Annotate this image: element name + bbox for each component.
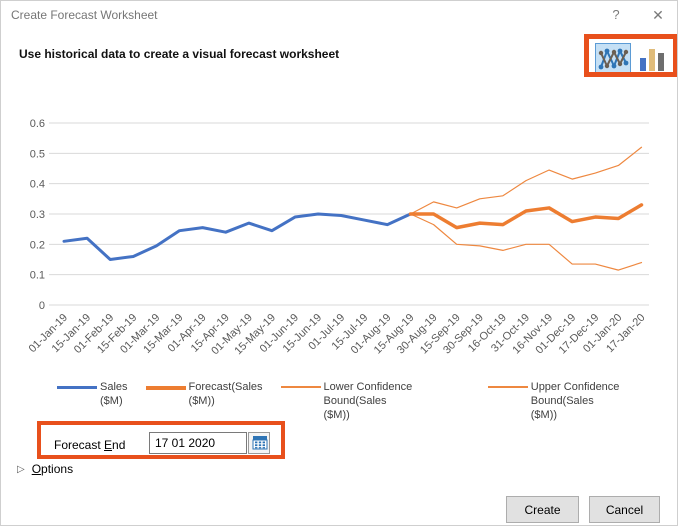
legend-swatch xyxy=(145,386,186,390)
bar-chart-icon xyxy=(639,49,664,71)
y-axis-tick-label: 0.5 xyxy=(30,148,45,160)
y-axis-tick-label: 0.2 xyxy=(30,239,45,251)
legend-item: Sales ($M) xyxy=(57,380,128,422)
legend-label: Sales ($M) xyxy=(100,381,128,407)
line-chart-icon xyxy=(598,48,628,70)
y-axis-tick-label: 0.6 xyxy=(30,118,45,130)
y-axis-tick-label: 0.4 xyxy=(30,179,45,191)
legend-item: Lower Confidence Bound(Sales ($M)) xyxy=(280,380,470,422)
legend-label: Lower Confidence Bound(Sales ($M)) xyxy=(323,381,413,421)
close-button[interactable]: ✕ xyxy=(643,3,673,27)
y-axis-tick-label: 0.3 xyxy=(30,209,45,221)
forecast-end-input[interactable] xyxy=(149,432,247,454)
series-line-forecast-sales-m xyxy=(408,203,644,230)
line-chart-type-button[interactable] xyxy=(595,43,631,75)
window-title: Create Forecast Worksheet xyxy=(11,8,158,22)
legend-item: Forecast(Sales ($M)) xyxy=(145,380,263,422)
y-axis-tick-label: 0 xyxy=(39,300,45,312)
expander-triangle-icon: ▷ xyxy=(17,463,25,475)
dialog-subtitle: Use historical data to create a visual f… xyxy=(19,47,340,61)
options-expander[interactable]: ▷ Options xyxy=(17,462,73,476)
cancel-button[interactable]: Cancel xyxy=(589,496,660,523)
forecast-end-label: Forecast End xyxy=(54,438,126,452)
legend-item: Upper Confidence Bound(Sales ($M)) xyxy=(487,380,677,422)
legend-swatch xyxy=(487,386,528,388)
series-line-sales-m xyxy=(62,212,412,261)
chart-legend: Sales ($M) Forecast(Sales ($M)) Lower Confid… xyxy=(57,380,677,422)
legend-swatch xyxy=(280,386,321,388)
y-axis-tick-label: 0.1 xyxy=(30,270,45,282)
series-line-lower-confidence-bound-sales-m xyxy=(409,213,643,271)
options-label: Options xyxy=(31,462,74,476)
help-button[interactable]: ? xyxy=(601,3,631,27)
bar-chart-type-button[interactable] xyxy=(637,47,667,73)
forecast-chart: 00.10.20.30.40.50.601-Jan-1915-Jan-1901-… xyxy=(27,118,649,357)
date-picker-button[interactable] xyxy=(248,432,270,454)
calendar-icon xyxy=(252,435,267,449)
legend-label: Upper Confidence Bound(Sales ($M)) xyxy=(530,381,620,421)
create-button[interactable]: Create xyxy=(506,496,579,523)
legend-swatch xyxy=(57,386,97,389)
series-line-upper-confidence-bound-sales-m xyxy=(409,146,643,215)
legend-label: Forecast(Sales ($M)) xyxy=(188,381,263,407)
